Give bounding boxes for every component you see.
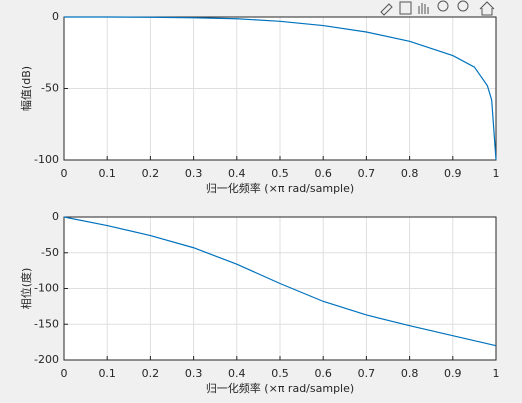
y-tick-label: -150 xyxy=(34,317,59,330)
x-tick-label: 1 xyxy=(493,167,500,180)
y-axis-label: 幅值(dB) xyxy=(20,66,33,111)
data-line xyxy=(63,216,497,347)
x-tick-label: 0 xyxy=(61,167,68,180)
y-tick-label: -50 xyxy=(41,82,59,95)
toolbar-icon[interactable] xyxy=(437,0,449,12)
x-tick-label: 0.3 xyxy=(185,167,203,180)
toolbar-icon[interactable] xyxy=(380,3,393,16)
x-tick-label: 0.2 xyxy=(142,167,160,180)
y-tick-label: -50 xyxy=(41,246,59,259)
x-tick-label: 0.7 xyxy=(358,167,376,180)
x-tick-label: 0.7 xyxy=(358,367,376,380)
x-tick-label: 0.2 xyxy=(142,367,160,380)
x-tick-label: 1 xyxy=(493,367,500,380)
y-tick-label: -100 xyxy=(34,153,59,166)
x-tick-label: 0.4 xyxy=(228,367,246,380)
x-axis-label: 归一化频率 (×π rad/sample) xyxy=(206,181,354,195)
y-tick-label: -200 xyxy=(34,353,59,366)
toolbar-icon[interactable] xyxy=(457,0,469,12)
x-tick-label: 0.1 xyxy=(98,367,116,380)
x-tick-label: 0 xyxy=(61,367,68,380)
axes: 0 0.1 0.2 0.3 0.4 0.5 0.6 0.7 0.8 0.9 1 -200 -150 -10… xyxy=(19,210,500,395)
x-tick-label: 0.8 xyxy=(401,367,419,380)
x-tick-label: 0.3 xyxy=(185,367,203,380)
axes: 0 0.1 0.2 0.3 0.4 0.5 0.6 0.7 0.8 0.9 1 -100 -50 0 归一化… xyxy=(20,10,500,195)
x-tick-label: 0.6 xyxy=(314,167,332,180)
x-tick-label: 0.4 xyxy=(228,167,246,180)
y-tick-label: 0 xyxy=(52,210,59,223)
y-tick-label: -100 xyxy=(34,282,59,295)
y-tick-label: 0 xyxy=(52,10,59,23)
y-axis-label: 相位(度) xyxy=(19,268,33,310)
x-tick-label: 0.8 xyxy=(401,167,419,180)
x-tick-label: 0.1 xyxy=(98,167,116,180)
axes-box xyxy=(63,216,497,361)
x-axis-label: 归一化频率 (×π rad/sample) xyxy=(206,381,354,395)
toolbar-icon[interactable] xyxy=(418,3,429,14)
x-tick-label: 0.9 xyxy=(444,367,462,380)
axes-box xyxy=(63,16,497,161)
toolbar-icon[interactable] xyxy=(479,1,495,16)
x-tick-label: 0.5 xyxy=(271,367,289,380)
data-line xyxy=(64,16,497,161)
toolbar-icon[interactable] xyxy=(399,1,412,15)
x-tick-label: 0.5 xyxy=(271,167,289,180)
x-tick-label: 0.9 xyxy=(444,167,462,180)
x-tick-label: 0.6 xyxy=(314,367,332,380)
toolbar xyxy=(380,0,495,16)
